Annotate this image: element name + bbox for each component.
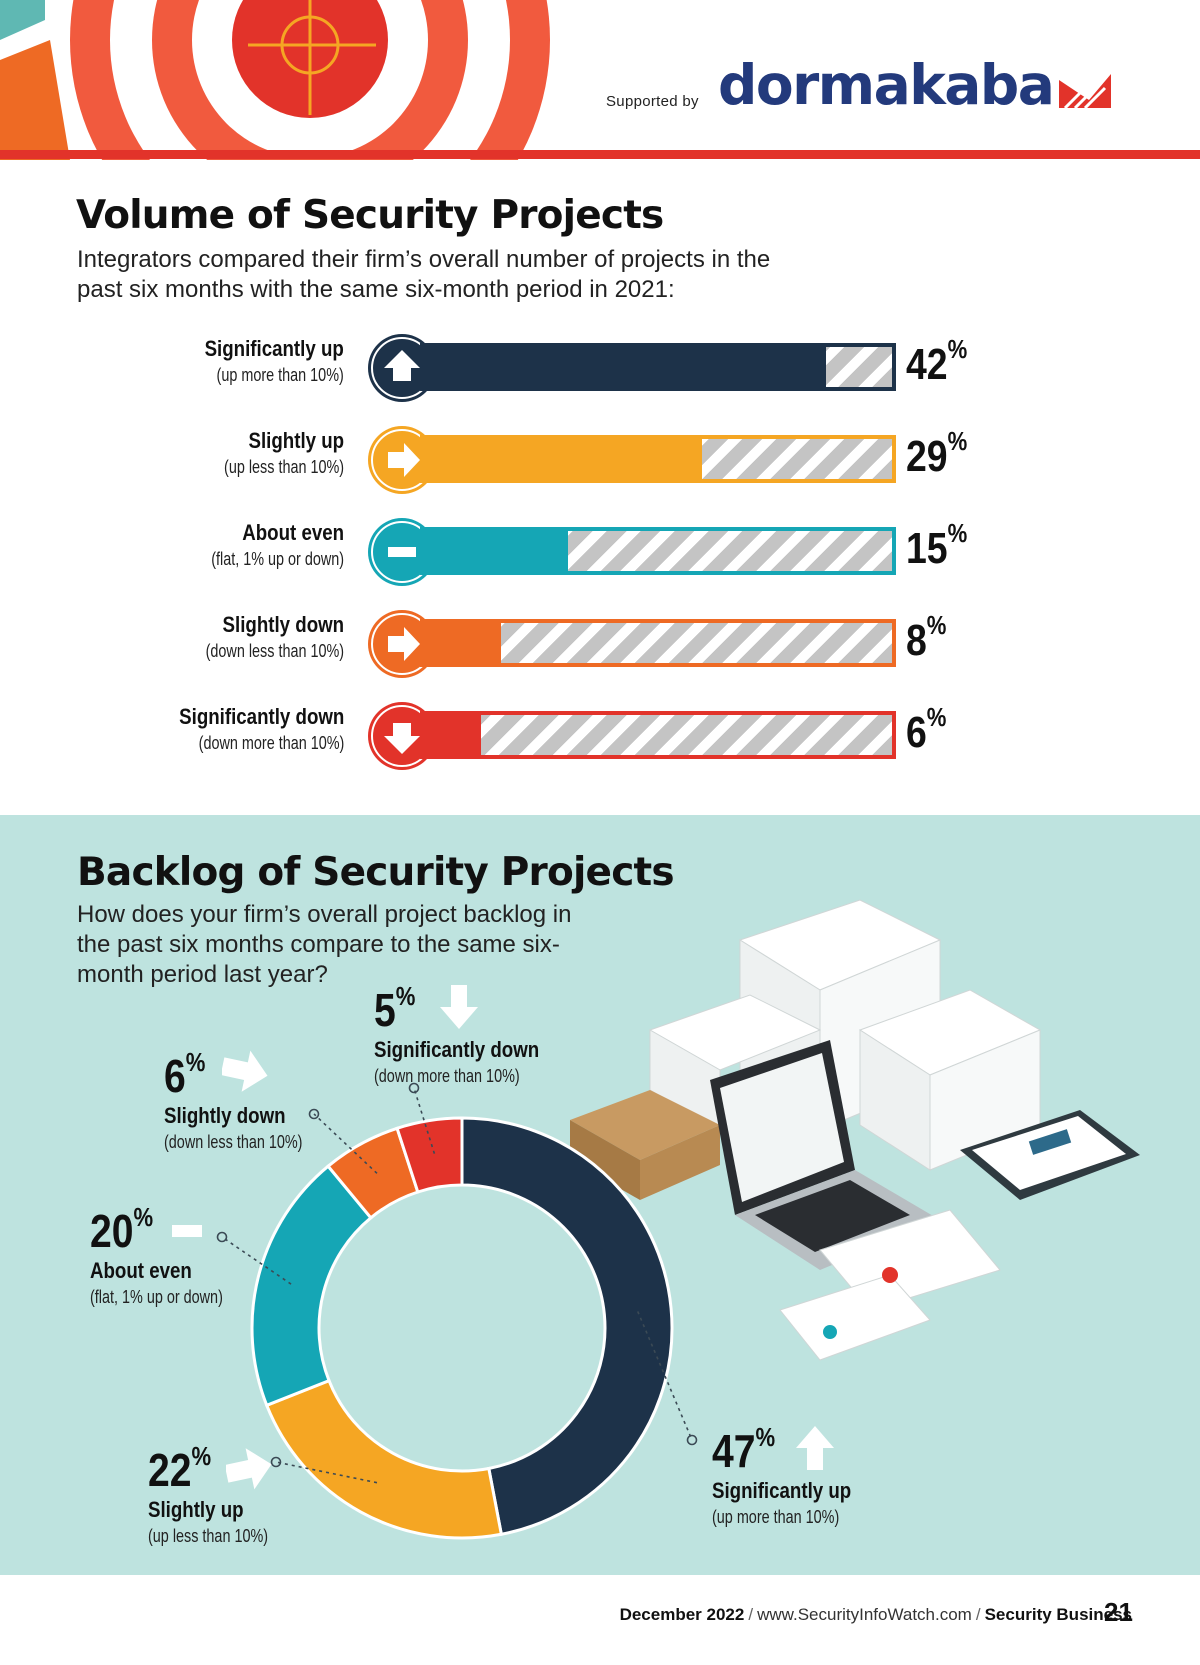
sig-up-pct: 47 [712,1425,756,1477]
sig-down-name: Significantly down [374,1037,540,1062]
row-category: Significantly down [178,704,344,729]
volume-row: Slightly up (up less than 10%) 29% [0,420,1200,494]
volume-row-label: Significantly down (down more than 10%) [150,704,344,754]
laptop-icon [710,1040,940,1270]
minus-icon [172,1225,202,1237]
volume-row-label: About even (flat, 1% up or down) [178,520,344,570]
volume-bar [420,343,896,391]
sig-up-name: Significantly up [712,1478,852,1503]
leader-dot [308,1108,320,1120]
even-desc: (flat, 1% up or down) [90,1287,223,1307]
volume-row-label: Significantly up (up more than 10%) [180,336,344,386]
volume-row: Significantly up (up more than 10%) 42% [0,328,1200,402]
sig-up-desc: (up more than 10%) [712,1507,840,1527]
sl-down-name: Slightly down [164,1103,286,1128]
leader-dot [408,1082,420,1094]
sig-down-pct: 5 [374,984,396,1036]
office-illustration [570,899,1140,1361]
page-number: 21 [1104,1597,1133,1627]
sponsor-logo: dormakaba [718,53,1112,117]
sl-down-desc: (down less than 10%) [164,1132,303,1152]
arrow-down-icon [440,985,478,1029]
volume-bar-value: 6% [906,702,947,757]
label-significantly-down: 5% Significantly down (down more than 10… [374,981,540,1086]
report-papers-icon [779,1209,1001,1361]
volume-row-label: Slightly down (down less than 10%) [171,612,344,662]
backlog-subtitle: How does your firm’s overall project bac… [77,901,572,988]
arrow-down-icon [368,702,436,770]
footer-publication: Security Business [984,1605,1132,1624]
sig-down-desc: (down more than 10%) [374,1066,520,1086]
row-description: (up less than 10%) [223,457,344,477]
row-category: Slightly up [248,428,344,453]
leader-line [636,1311,693,1441]
volume-bar-fill [424,531,568,571]
volume-row: Significantly down (down more than 10%) 6% [0,696,1200,770]
leader-dot [216,1231,228,1243]
volume-bar-fill [424,347,827,387]
brand-wordmark: dormakaba [718,53,1055,117]
arrow-up-icon [796,1426,834,1470]
leader-dot [270,1456,282,1468]
backlog-title: Backlog of Security Projects [77,850,675,895]
row-description: (flat, 1% up or down) [211,549,344,569]
volume-bar [420,527,896,575]
leader-line [275,1461,378,1484]
volume-bar-value: 42% [906,334,968,389]
arrow-up-right-icon [226,1448,272,1490]
page-footer: December 2022/www.SecurityInfoWatch.com /… [0,1595,1200,1635]
row-category: Slightly down [222,612,344,637]
footer-url: www.SecurityInfoWatch.com [757,1605,972,1624]
volume-title: Volume of Security Projects [76,193,664,238]
supported-by-label: Supported by [606,93,699,110]
volume-row-label: Slightly up (up less than 10%) [194,428,344,478]
label-about-even: 20% About even (flat, 1% up or down) [90,1204,256,1308]
volume-bar [420,711,896,759]
leader-line [413,1087,436,1154]
row-description: (down less than 10%) [205,641,344,661]
even-name: About even [90,1258,192,1283]
header-rule [0,150,1200,159]
folders-icon [570,1090,720,1200]
volume-row: About even (flat, 1% up or down) 15% [0,512,1200,586]
volume-subtitle: Integrators compared their firm’s overal… [77,246,771,303]
row-category: About even [242,520,344,545]
sl-up-desc: (up less than 10%) [148,1526,269,1546]
label-significantly-up: 47% Significantly up (up more than 10%) [712,1422,852,1527]
clipboard-icon [960,1110,1140,1200]
page-header: Supported by dormakaba [0,0,1200,160]
volume-bar [420,435,896,483]
row-description: (down more than 10%) [198,733,344,753]
footer-date: December 2022 [619,1605,745,1624]
volume-bar-value: 8% [906,610,947,665]
donut-slice-about-even [250,1164,373,1408]
label-slightly-down: 6% Slightly down (down less than 10%) [164,1049,337,1153]
arrow-down-right-icon [222,1050,268,1092]
volume-row: Slightly down (down less than 10%) 8% [0,604,1200,678]
volume-bar-value: 29% [906,426,968,481]
sl-down-pct: 6 [164,1050,186,1102]
target-graphic [0,0,550,160]
leader-line [313,1113,378,1174]
volume-bar [420,619,896,667]
row-category: Significantly up [204,336,344,361]
sl-up-name: Slightly up [148,1497,244,1522]
volume-bar-fill [424,439,702,479]
donut-slice-significantly-up [460,1116,674,1537]
sl-up-pct: 22 [148,1444,192,1496]
even-pct: 20 [90,1205,134,1257]
donut-slice-slightly-up [264,1378,504,1540]
volume-bar-value: 15% [906,518,968,573]
footer-credit: December 2022/www.SecurityInfoWatch.com /… [619,1605,1132,1624]
leader-dot [686,1434,698,1446]
row-description: (up more than 10%) [216,365,344,385]
label-slightly-up: 22% Slightly up (up less than 10%) [148,1443,298,1547]
brand-mark-icon [1059,73,1112,108]
volume-bar-fill [424,715,482,755]
crosshair-icon [248,0,376,115]
donut-slice-significantly-down [395,1116,464,1194]
volume-bar-fill [424,623,501,663]
